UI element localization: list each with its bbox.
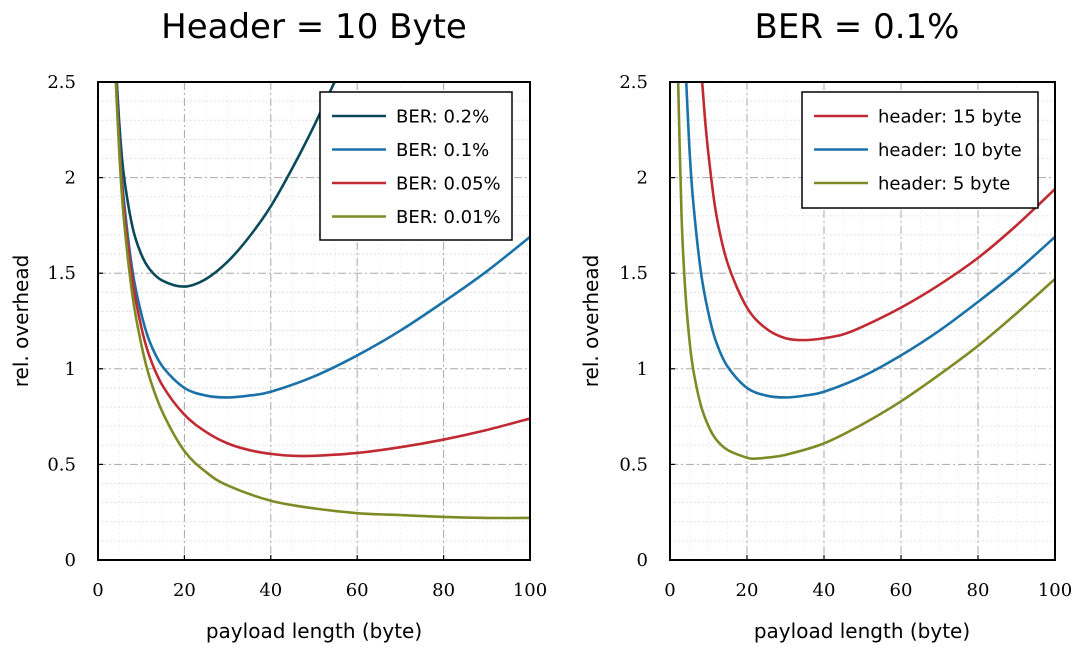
- y-tick-label: 0: [637, 550, 648, 571]
- x-tick-label: 0: [664, 580, 675, 601]
- chart-right-plot-area: [676, 82, 1055, 461]
- chart-left-legend: BER: 0.2% BER: 0.1% BER: 0.05% BER: 0.01%: [319, 91, 513, 241]
- y-tick-label: 2.5: [619, 72, 648, 93]
- chart-left-y-axis-label: rel. overhead: [9, 255, 33, 388]
- y-tick-label: 1: [637, 359, 648, 380]
- y-tick-label: 1: [65, 359, 76, 380]
- chart-right-y-axis-label: rel. overhead: [579, 255, 603, 388]
- legend-label-1: header: 15 byte: [878, 107, 1022, 128]
- y-tick-label: 0.5: [619, 454, 648, 475]
- series-line-2: [684, 82, 1055, 399]
- chart-right: BER = 0.1% 0 0.5 1 1.5 2 2.5 0 20 40 60 80 100 pay…: [579, 7, 1072, 643]
- chart-left-x-axis-label: payload length (byte): [206, 619, 422, 643]
- series-line-3: [114, 82, 530, 458]
- y-tick-label: 2.5: [47, 72, 76, 93]
- series-line-4: [114, 82, 530, 520]
- x-tick-label: 80: [432, 580, 455, 601]
- x-tick-label: 80: [967, 580, 990, 601]
- y-tick-label: 1.5: [47, 263, 76, 284]
- chart-right-legend: header: 15 byte header: 10 byte header: 5 …: [801, 91, 1039, 209]
- chart-right-y-ticks: 0 0.5 1 1.5 2 2.5: [619, 72, 675, 571]
- legend-label-3: BER: 0.05%: [396, 174, 501, 195]
- chart-left-frame: [97, 81, 531, 561]
- x-tick-label: 60: [346, 580, 369, 601]
- chart-right-x-axis-label: payload length (byte): [754, 619, 970, 643]
- legend-label-1: BER: 0.2%: [396, 107, 489, 128]
- legend-label-2: BER: 0.1%: [396, 140, 489, 161]
- chart-left-plot-area: [114, 82, 530, 520]
- y-tick-label: 0.5: [47, 454, 76, 475]
- chart-left-title: Header = 10 Byte: [161, 7, 467, 47]
- x-tick-label: 60: [890, 580, 913, 601]
- series-line-1: [700, 82, 1055, 342]
- chart-right-frame: [669, 81, 1056, 561]
- y-tick-label: 2: [65, 168, 76, 189]
- x-tick-label: 0: [92, 580, 103, 601]
- y-tick-label: 0: [65, 550, 76, 571]
- x-tick-label: 40: [813, 580, 836, 601]
- x-tick-label: 20: [173, 580, 196, 601]
- x-tick-label: 100: [513, 580, 547, 601]
- legend-label-3: header: 5 byte: [878, 174, 1010, 195]
- series-line-3: [676, 82, 1055, 461]
- chart-right-title: BER = 0.1%: [755, 7, 960, 47]
- chart-right-x-ticks: 0 20 40 60 80 100: [664, 555, 1072, 601]
- x-tick-label: 100: [1038, 580, 1072, 601]
- x-tick-label: 40: [259, 580, 282, 601]
- y-tick-label: 1.5: [619, 263, 648, 284]
- chart-left-x-ticks: 0 20 40 60 80 100: [92, 555, 547, 601]
- legend-label-4: BER: 0.01%: [396, 207, 501, 228]
- x-tick-label: 20: [736, 580, 759, 601]
- legend-label-2: header: 10 byte: [878, 140, 1022, 161]
- chart-left: Header = 10 Byte 0 0.5 1 1.5 2 2.5 0 20 40 60 80 1…: [9, 7, 547, 643]
- chart-left-y-ticks: 0 0.5 1 1.5 2 2.5: [47, 72, 103, 571]
- y-tick-label: 2: [637, 168, 648, 189]
